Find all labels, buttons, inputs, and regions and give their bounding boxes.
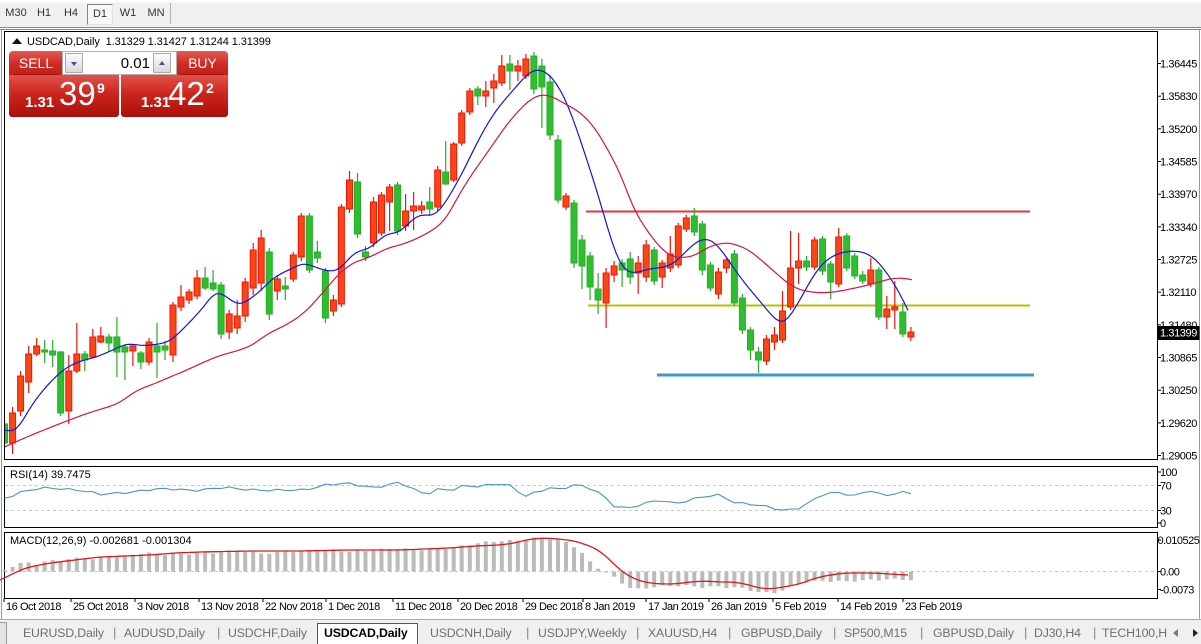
svg-text:14 Feb 2019: 14 Feb 2019 bbox=[840, 601, 897, 613]
svg-text:RSI(14) 39.7475: RSI(14) 39.7475 bbox=[10, 469, 91, 481]
svg-text:70: 70 bbox=[1160, 481, 1172, 493]
svg-text:16 Oct 2018: 16 Oct 2018 bbox=[6, 601, 61, 613]
svg-text:1.32725: 1.32725 bbox=[1160, 255, 1197, 267]
svg-text:0.00: 0.00 bbox=[1160, 567, 1180, 579]
svg-text:20 Dec 2018: 20 Dec 2018 bbox=[460, 601, 518, 613]
svg-text:0: 0 bbox=[1160, 518, 1166, 530]
svg-text:MACD(12,26,9) -0.002681 -0.001: MACD(12,26,9) -0.002681 -0.001304 bbox=[10, 535, 192, 547]
svg-text:USDCAD,Daily 1.31329 1.31427: USDCAD,Daily 1.31329 1.31427 1.31244 1.3… bbox=[27, 36, 271, 48]
svg-text:1.32110: 1.32110 bbox=[1160, 287, 1196, 299]
svg-text:25 Oct 2018: 25 Oct 2018 bbox=[73, 601, 128, 613]
svg-text:0.010525: 0.010525 bbox=[1158, 535, 1200, 547]
svg-text:1.33340: 1.33340 bbox=[1160, 222, 1197, 234]
svg-text:5 Feb 2019: 5 Feb 2019 bbox=[775, 601, 826, 613]
svg-text:22 Nov 2018: 22 Nov 2018 bbox=[265, 601, 323, 613]
svg-text:1.34585: 1.34585 bbox=[1160, 157, 1197, 169]
svg-text:3 Nov 2018: 3 Nov 2018 bbox=[137, 601, 189, 613]
svg-text:1.35200: 1.35200 bbox=[1160, 124, 1197, 136]
svg-text:17 Jan 2019: 17 Jan 2019 bbox=[648, 601, 704, 613]
svg-text:8 Jan 2019: 8 Jan 2019 bbox=[585, 601, 635, 613]
svg-text:1.29620: 1.29620 bbox=[1160, 418, 1197, 430]
svg-text:1.35830: 1.35830 bbox=[1160, 91, 1197, 103]
svg-text:-0.0073: -0.0073 bbox=[1160, 585, 1194, 597]
svg-text:1.30250: 1.30250 bbox=[1160, 385, 1197, 397]
svg-text:13 Nov 2018: 13 Nov 2018 bbox=[201, 601, 259, 613]
svg-text:1.33970: 1.33970 bbox=[1160, 189, 1197, 201]
svg-text:1.30865: 1.30865 bbox=[1160, 353, 1197, 365]
svg-text:23 Feb 2019: 23 Feb 2019 bbox=[905, 601, 962, 613]
svg-text:1.29005: 1.29005 bbox=[1160, 451, 1197, 463]
svg-text:1 Dec 2018: 1 Dec 2018 bbox=[328, 601, 380, 613]
svg-text:30: 30 bbox=[1160, 506, 1172, 518]
svg-text:29 Dec 2018: 29 Dec 2018 bbox=[525, 601, 583, 613]
svg-text:11 Dec 2018: 11 Dec 2018 bbox=[395, 601, 452, 613]
svg-text:26 Jan 2019: 26 Jan 2019 bbox=[711, 601, 767, 613]
svg-text:100: 100 bbox=[1160, 467, 1177, 479]
svg-text:1.31399: 1.31399 bbox=[1160, 328, 1197, 340]
svg-text:1.36445: 1.36445 bbox=[1160, 59, 1197, 71]
